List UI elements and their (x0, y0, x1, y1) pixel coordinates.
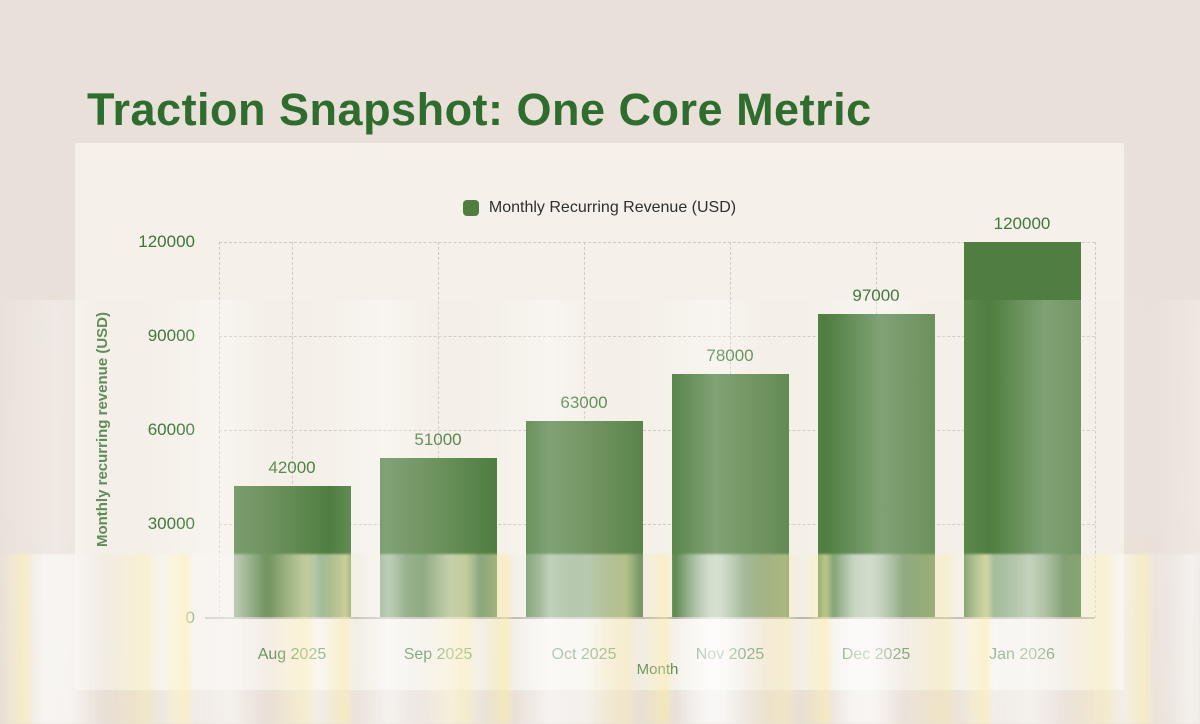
bar-value-label: 63000 (560, 392, 608, 412)
x-axis-line (205, 617, 1095, 619)
h-gridline (219, 524, 1095, 525)
y-tick-label: 30000 (147, 514, 195, 533)
h-gridline (219, 242, 1095, 243)
x-tick-label: Aug 2025 (257, 646, 327, 663)
bar[interactable] (963, 242, 1081, 618)
h-gridline (219, 336, 1095, 337)
legend-label: Monthly Recurring Revenue (USD) (488, 199, 737, 216)
bar[interactable] (233, 486, 351, 618)
bar[interactable] (671, 373, 789, 618)
chart-legend[interactable]: Monthly Recurring Revenue (USD) (75, 199, 1124, 217)
bar-value-label: 42000 (268, 458, 316, 478)
v-gridline (292, 242, 293, 618)
v-gridline (219, 242, 220, 618)
y-tick-label: 60000 (147, 420, 195, 439)
v-gridline (1095, 242, 1096, 618)
x-tick-label: Sep 2025 (403, 646, 473, 663)
legend-swatch-icon (462, 200, 479, 216)
bar-value-label: 78000 (706, 345, 754, 365)
bar[interactable] (525, 420, 643, 618)
bar-value-label: 97000 (852, 286, 900, 306)
bar-value-label: 51000 (414, 430, 462, 450)
bar[interactable] (817, 314, 935, 618)
x-tick-label: Oct 2025 (551, 646, 617, 663)
x-tick-label: Dec 2025 (841, 646, 911, 663)
page-title: Traction Snapshot: One Core Metric (87, 84, 872, 136)
y-tick-label: 0 (185, 608, 195, 627)
y-axis-title: Monthly recurring revenue (USD) (93, 312, 111, 548)
h-gridline (219, 430, 1095, 431)
chart-card: Monthly Recurring Revenue (USD) Monthly … (75, 143, 1124, 690)
y-tick-label: 90000 (147, 326, 195, 345)
y-tick-label: 120000 (138, 232, 195, 251)
v-gridline (438, 242, 439, 618)
x-tick-label: Nov 2025 (695, 646, 765, 663)
plot-area: 42000 51000 63000 78000 97000 120000 (219, 214, 1096, 618)
x-tick-label: Jan 2026 (989, 646, 1055, 663)
bar[interactable] (379, 458, 497, 618)
bar-value-label: 120000 (993, 214, 1051, 233)
